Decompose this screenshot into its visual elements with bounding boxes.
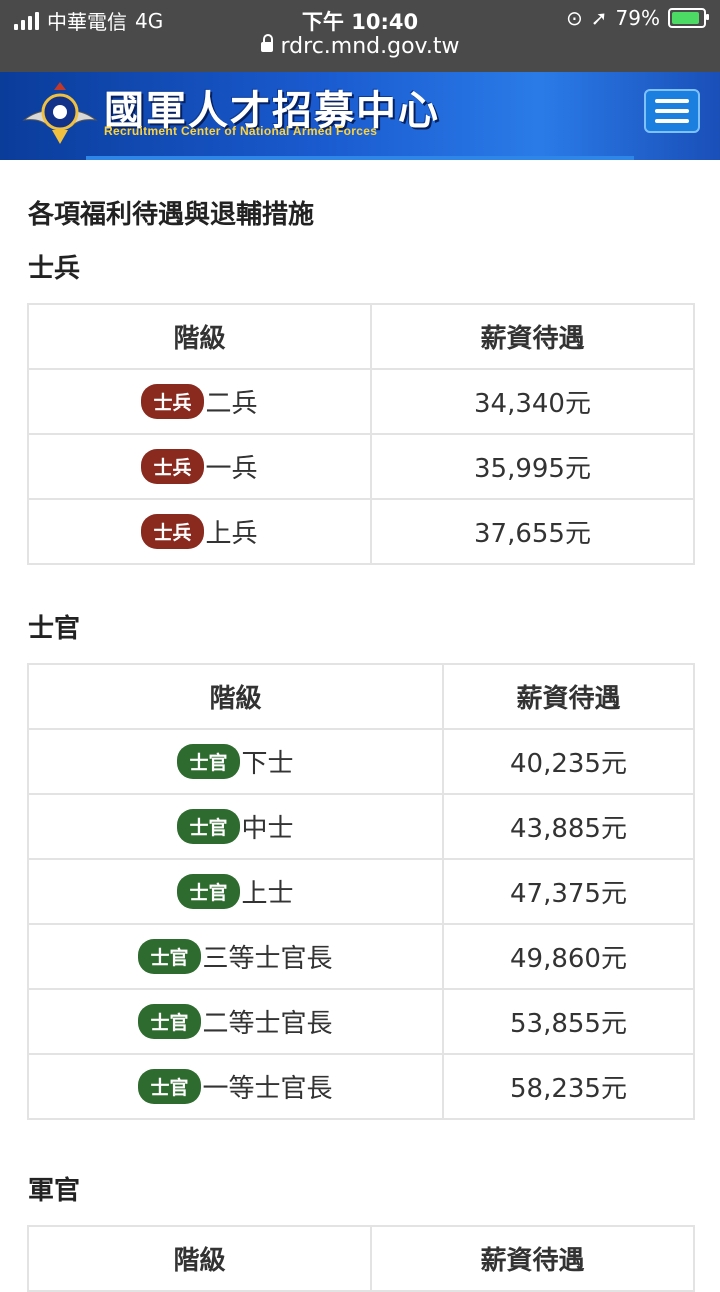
- address-bar[interactable]: rdrc.mnd.gov.tw: [0, 34, 720, 59]
- battery-percent: 79%: [615, 6, 660, 30]
- rank-badge: 士官: [138, 1069, 201, 1104]
- url-text: rdrc.mnd.gov.tw: [280, 34, 460, 59]
- rank-badge: 士官: [177, 809, 240, 844]
- battery-icon: [668, 8, 709, 28]
- table-header-row: 階級 薪資待遇: [27, 1225, 695, 1292]
- rank-name: 上兵: [205, 519, 258, 549]
- page-heading: 各項福利待遇與退輔措施: [28, 200, 315, 230]
- column-header-salary: 薪資待遇: [370, 303, 695, 370]
- rank-cell: 士官 中士: [27, 793, 444, 860]
- network-label: 4G: [135, 8, 164, 33]
- rank-badge: 士官: [177, 874, 240, 909]
- salary-cell: 34,340元: [370, 368, 695, 435]
- rank-name: 下士: [241, 749, 294, 779]
- table-row: 士官 中士 43,885元: [27, 793, 695, 860]
- lock-icon: [260, 34, 273, 52]
- rank-badge: 士兵: [141, 449, 204, 484]
- rank-cell: 士官 一等士官長: [27, 1053, 444, 1120]
- table-header-row: 階級 薪資待遇: [27, 663, 695, 730]
- rank-cell: 士官 下士: [27, 728, 444, 795]
- rank-name: 三等士官長: [202, 944, 333, 974]
- section-title-officer: 軍官: [28, 1176, 81, 1206]
- rank-name: 一等士官長: [202, 1074, 333, 1104]
- rank-badge: 士官: [138, 1004, 201, 1039]
- rank-cell: 士官 二等士官長: [27, 988, 444, 1055]
- table-row: 士官 一等士官長 58,235元: [27, 1053, 695, 1120]
- salary-cell: 58,235元: [442, 1053, 695, 1120]
- salary-cell: 43,885元: [442, 793, 695, 860]
- signal-icon: [14, 11, 39, 30]
- status-right: ⊙ ➚ 79%: [566, 6, 709, 30]
- table-row: 士兵 一兵 35,995元: [27, 433, 695, 500]
- table-header-row: 階級 薪資待遇: [27, 303, 695, 370]
- rank-badge: 士官: [177, 744, 240, 779]
- rank-cell: 士官 三等士官長: [27, 923, 444, 990]
- rank-name: 二兵: [205, 389, 258, 419]
- table-row: 士官 三等士官長 49,860元: [27, 923, 695, 990]
- column-header-salary: 薪資待遇: [370, 1225, 695, 1292]
- rank-cell: 士兵 一兵: [27, 433, 372, 500]
- rank-cell: 士兵 二兵: [27, 368, 372, 435]
- table-row: 士兵 上兵 37,655元: [27, 498, 695, 565]
- rank-name: 中士: [241, 814, 294, 844]
- column-header-rank: 階級: [27, 663, 444, 730]
- table-row: 士兵 二兵 34,340元: [27, 368, 695, 435]
- rank-name: 一兵: [205, 454, 258, 484]
- rank-name: 二等士官長: [202, 1009, 333, 1039]
- rank-cell: 士官 上士: [27, 858, 444, 925]
- status-left: 中華電信 4G: [14, 6, 163, 35]
- salary-cell: 49,860元: [442, 923, 695, 990]
- salary-table-nco: 階級 薪資待遇 士官 下士 40,235元 士官 中士 43,885元 士官 上士 4…: [27, 663, 695, 1120]
- orientation-lock-icon: ⊙: [566, 6, 583, 30]
- salary-table-officer: 階級 薪資待遇: [27, 1225, 695, 1292]
- column-header-rank: 階級: [27, 303, 372, 370]
- location-icon: ➚: [590, 6, 608, 30]
- rank-name: 上士: [241, 879, 294, 909]
- emblem-logo-icon[interactable]: [22, 80, 98, 148]
- column-header-salary: 薪資待遇: [442, 663, 695, 730]
- table-row: 士官 上士 47,375元: [27, 858, 695, 925]
- table-row: 士官 二等士官長 53,855元: [27, 988, 695, 1055]
- salary-cell: 37,655元: [370, 498, 695, 565]
- carrier-label: 中華電信: [47, 10, 127, 34]
- salary-cell: 40,235元: [442, 728, 695, 795]
- rank-badge: 士兵: [141, 384, 204, 419]
- salary-cell: 47,375元: [442, 858, 695, 925]
- rank-badge: 士官: [138, 939, 201, 974]
- section-title-soldier: 士兵: [28, 254, 81, 284]
- table-row: 士官 下士 40,235元: [27, 728, 695, 795]
- site-subtitle: Recruitment Center of National Armed For…: [104, 124, 378, 138]
- site-header: 國軍人才招募中心 Recruitment Center of National …: [0, 72, 720, 160]
- rank-badge: 士兵: [141, 514, 204, 549]
- rank-cell: 士兵 上兵: [27, 498, 372, 565]
- salary-cell: 53,855元: [442, 988, 695, 1055]
- hamburger-menu-icon[interactable]: [644, 89, 700, 133]
- section-title-nco: 士官: [28, 614, 81, 644]
- salary-cell: 35,995元: [370, 433, 695, 500]
- salary-table-soldier: 階級 薪資待遇 士兵 二兵 34,340元 士兵 一兵 35,995元 士兵 上兵 3…: [27, 303, 695, 565]
- column-header-rank: 階級: [27, 1225, 372, 1292]
- site-title[interactable]: 國軍人才招募中心: [104, 88, 440, 134]
- status-bar: 中華電信 4G 下午 10:40 ⊙ ➚ 79% rdrc.mnd.gov.tw: [0, 0, 720, 72]
- clock: 下午 10:40: [301, 10, 419, 34]
